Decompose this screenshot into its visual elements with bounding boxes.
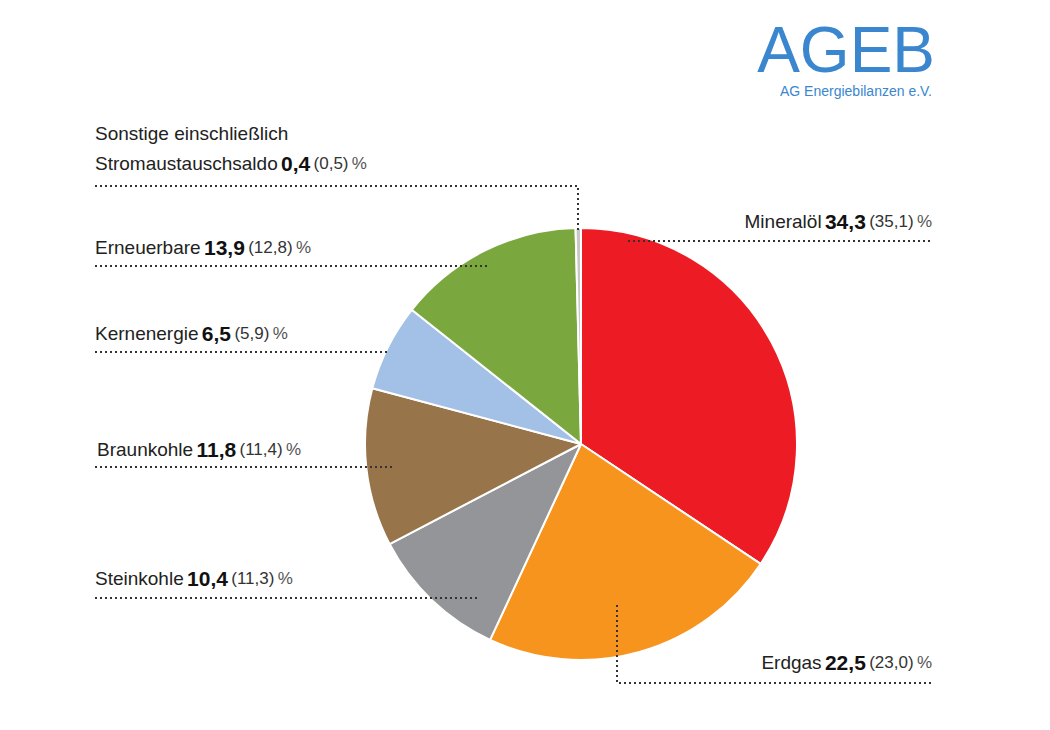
svg-text:22,5: 22,5 (825, 651, 866, 674)
svg-text:%: % (352, 154, 367, 173)
svg-text:34,3: 34,3 (825, 210, 866, 233)
svg-text:6,5: 6,5 (202, 322, 232, 345)
svg-text:(11,3): (11,3) (231, 569, 274, 588)
svg-text:(11,4): (11,4) (240, 440, 283, 459)
svg-text:(0,5): (0,5) (314, 154, 349, 173)
svg-text:0,4: 0,4 (281, 152, 311, 175)
svg-text:11,8: 11,8 (196, 438, 236, 461)
svg-text:Kernenergie: Kernenergie (95, 323, 199, 344)
svg-text:Erdgas: Erdgas (761, 652, 821, 673)
svg-text:Steinkohle: Steinkohle (95, 568, 184, 589)
svg-text:AG Energiebilanzen e.V.: AG Energiebilanzen e.V. (780, 83, 932, 99)
svg-text:%: % (278, 569, 293, 588)
svg-text:13,9: 13,9 (204, 236, 245, 259)
svg-text:Mineralöl: Mineralöl (745, 211, 822, 232)
svg-text:%: % (917, 653, 932, 672)
svg-text:Braunkohle: Braunkohle (97, 439, 193, 460)
svg-text:(35,1): (35,1) (869, 212, 913, 231)
svg-text:%: % (273, 324, 288, 343)
svg-text:Erneuerbare: Erneuerbare (95, 237, 201, 258)
svg-text:Stromaustauschsaldo: Stromaustauschsaldo (95, 153, 278, 174)
svg-text:%: % (917, 212, 932, 231)
svg-text:AGEB: AGEB (757, 14, 935, 86)
svg-text:(12,8): (12,8) (248, 238, 292, 257)
svg-text:10,4: 10,4 (187, 567, 228, 590)
svg-text:%: % (286, 440, 301, 459)
svg-text:Sonstige einschließlich: Sonstige einschließlich (95, 123, 288, 144)
svg-text:(23,0): (23,0) (869, 653, 913, 672)
svg-text:(5,9): (5,9) (234, 324, 269, 343)
svg-text:%: % (296, 238, 311, 257)
